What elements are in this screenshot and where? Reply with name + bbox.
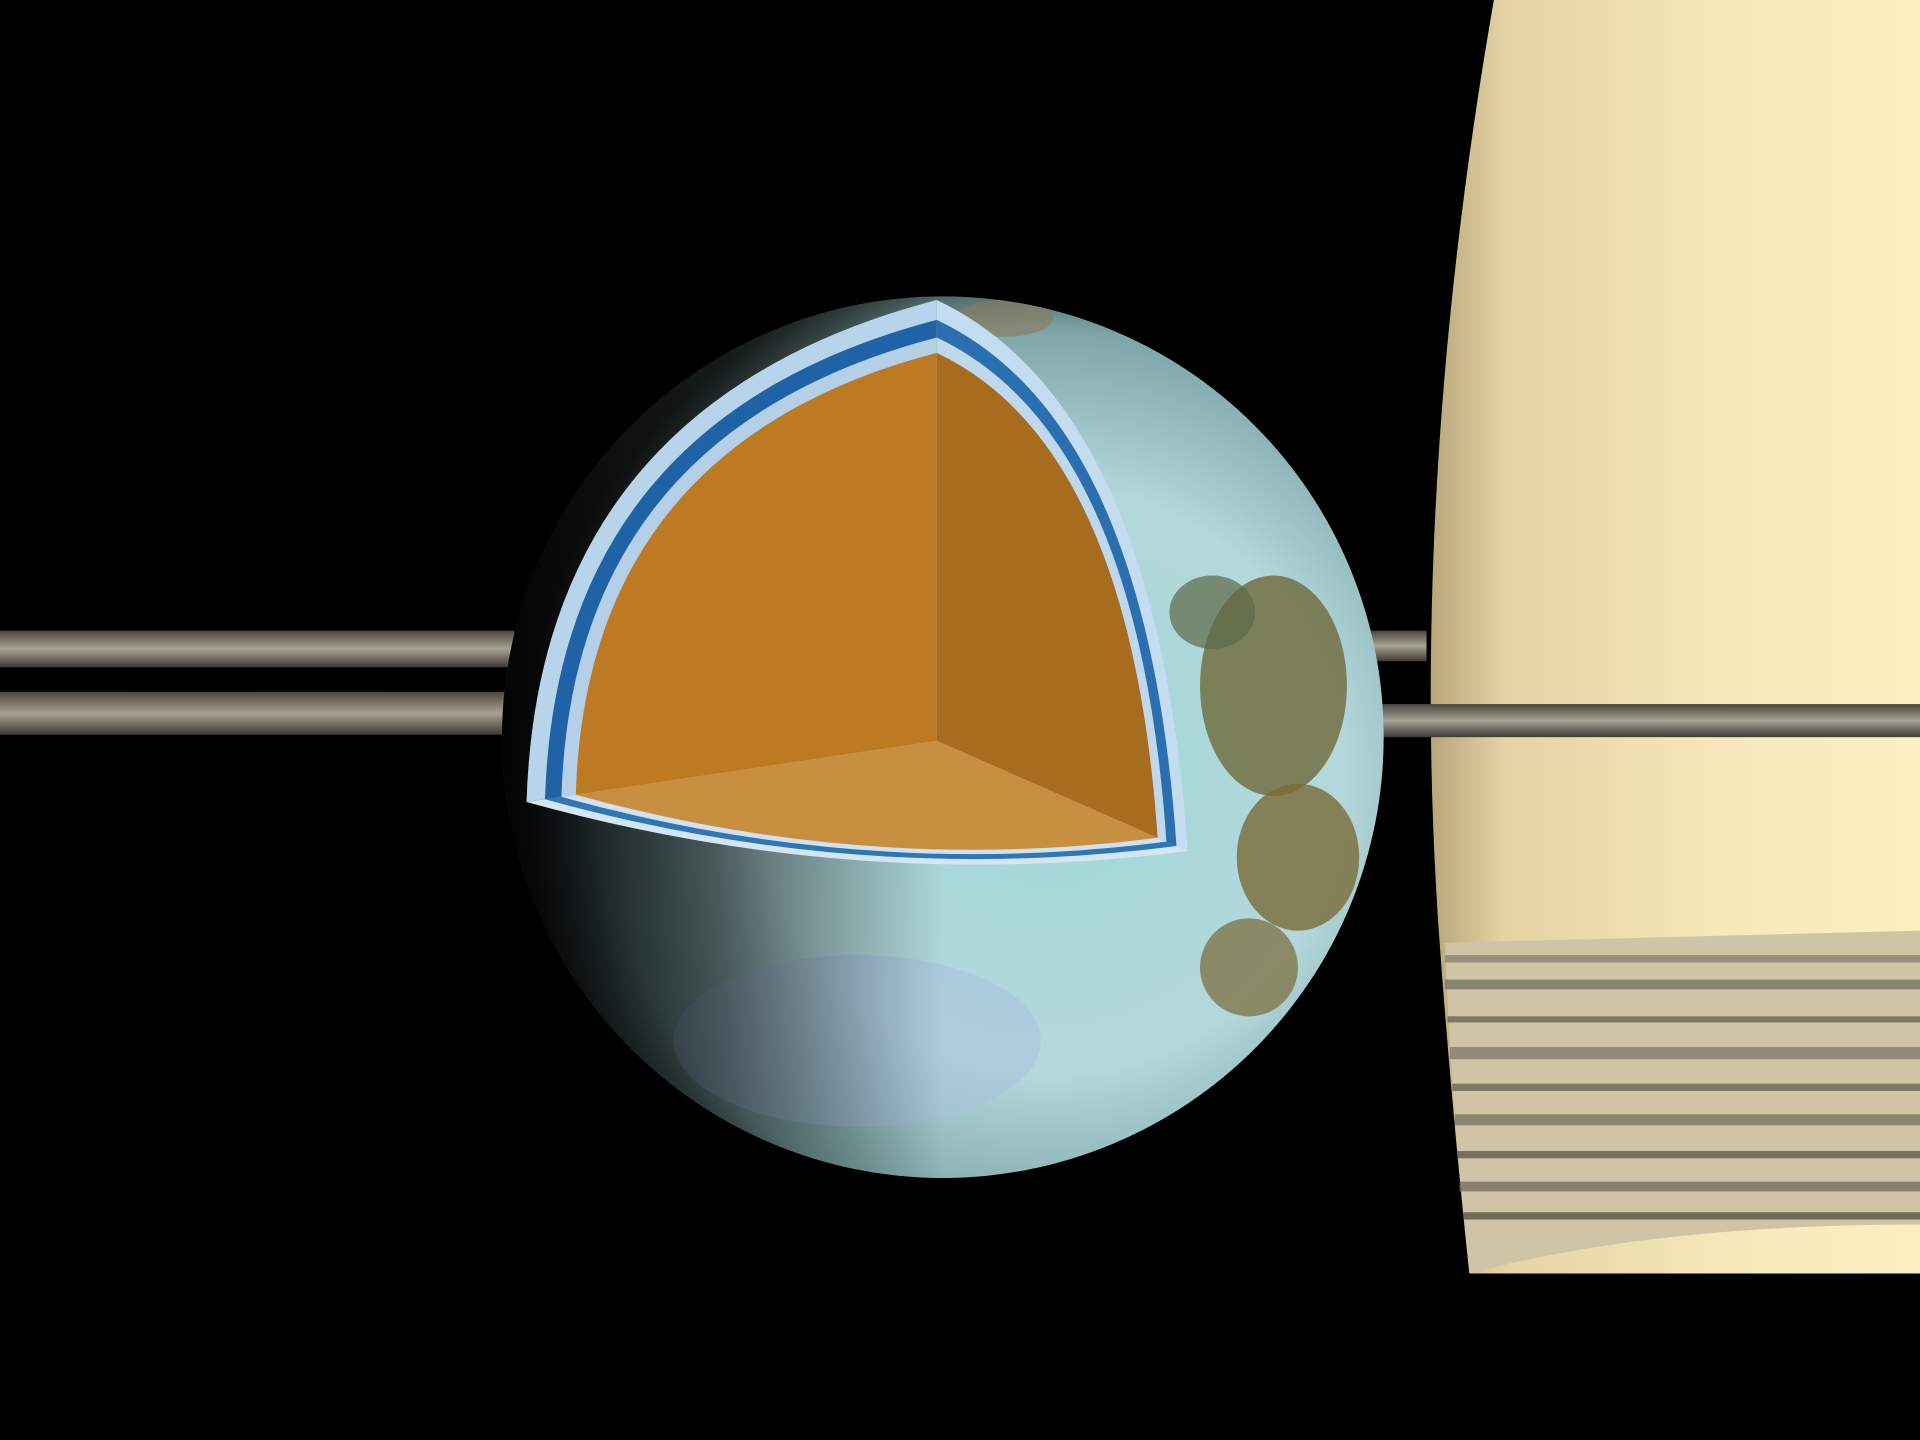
band bbox=[1463, 1212, 1920, 1220]
ring-left-upper bbox=[0, 630, 515, 668]
band bbox=[1449, 1046, 1920, 1060]
band bbox=[1452, 1083, 1920, 1092]
band bbox=[1444, 955, 1920, 963]
band bbox=[1454, 1114, 1920, 1126]
ring-left-lower bbox=[0, 691, 515, 735]
ring-right-lower bbox=[1359, 704, 1920, 738]
band bbox=[1457, 1151, 1920, 1159]
band bbox=[1447, 1016, 1920, 1023]
band bbox=[1459, 1181, 1920, 1192]
band bbox=[1444, 979, 1920, 990]
saturn-ring-bands bbox=[1444, 955, 1920, 1220]
